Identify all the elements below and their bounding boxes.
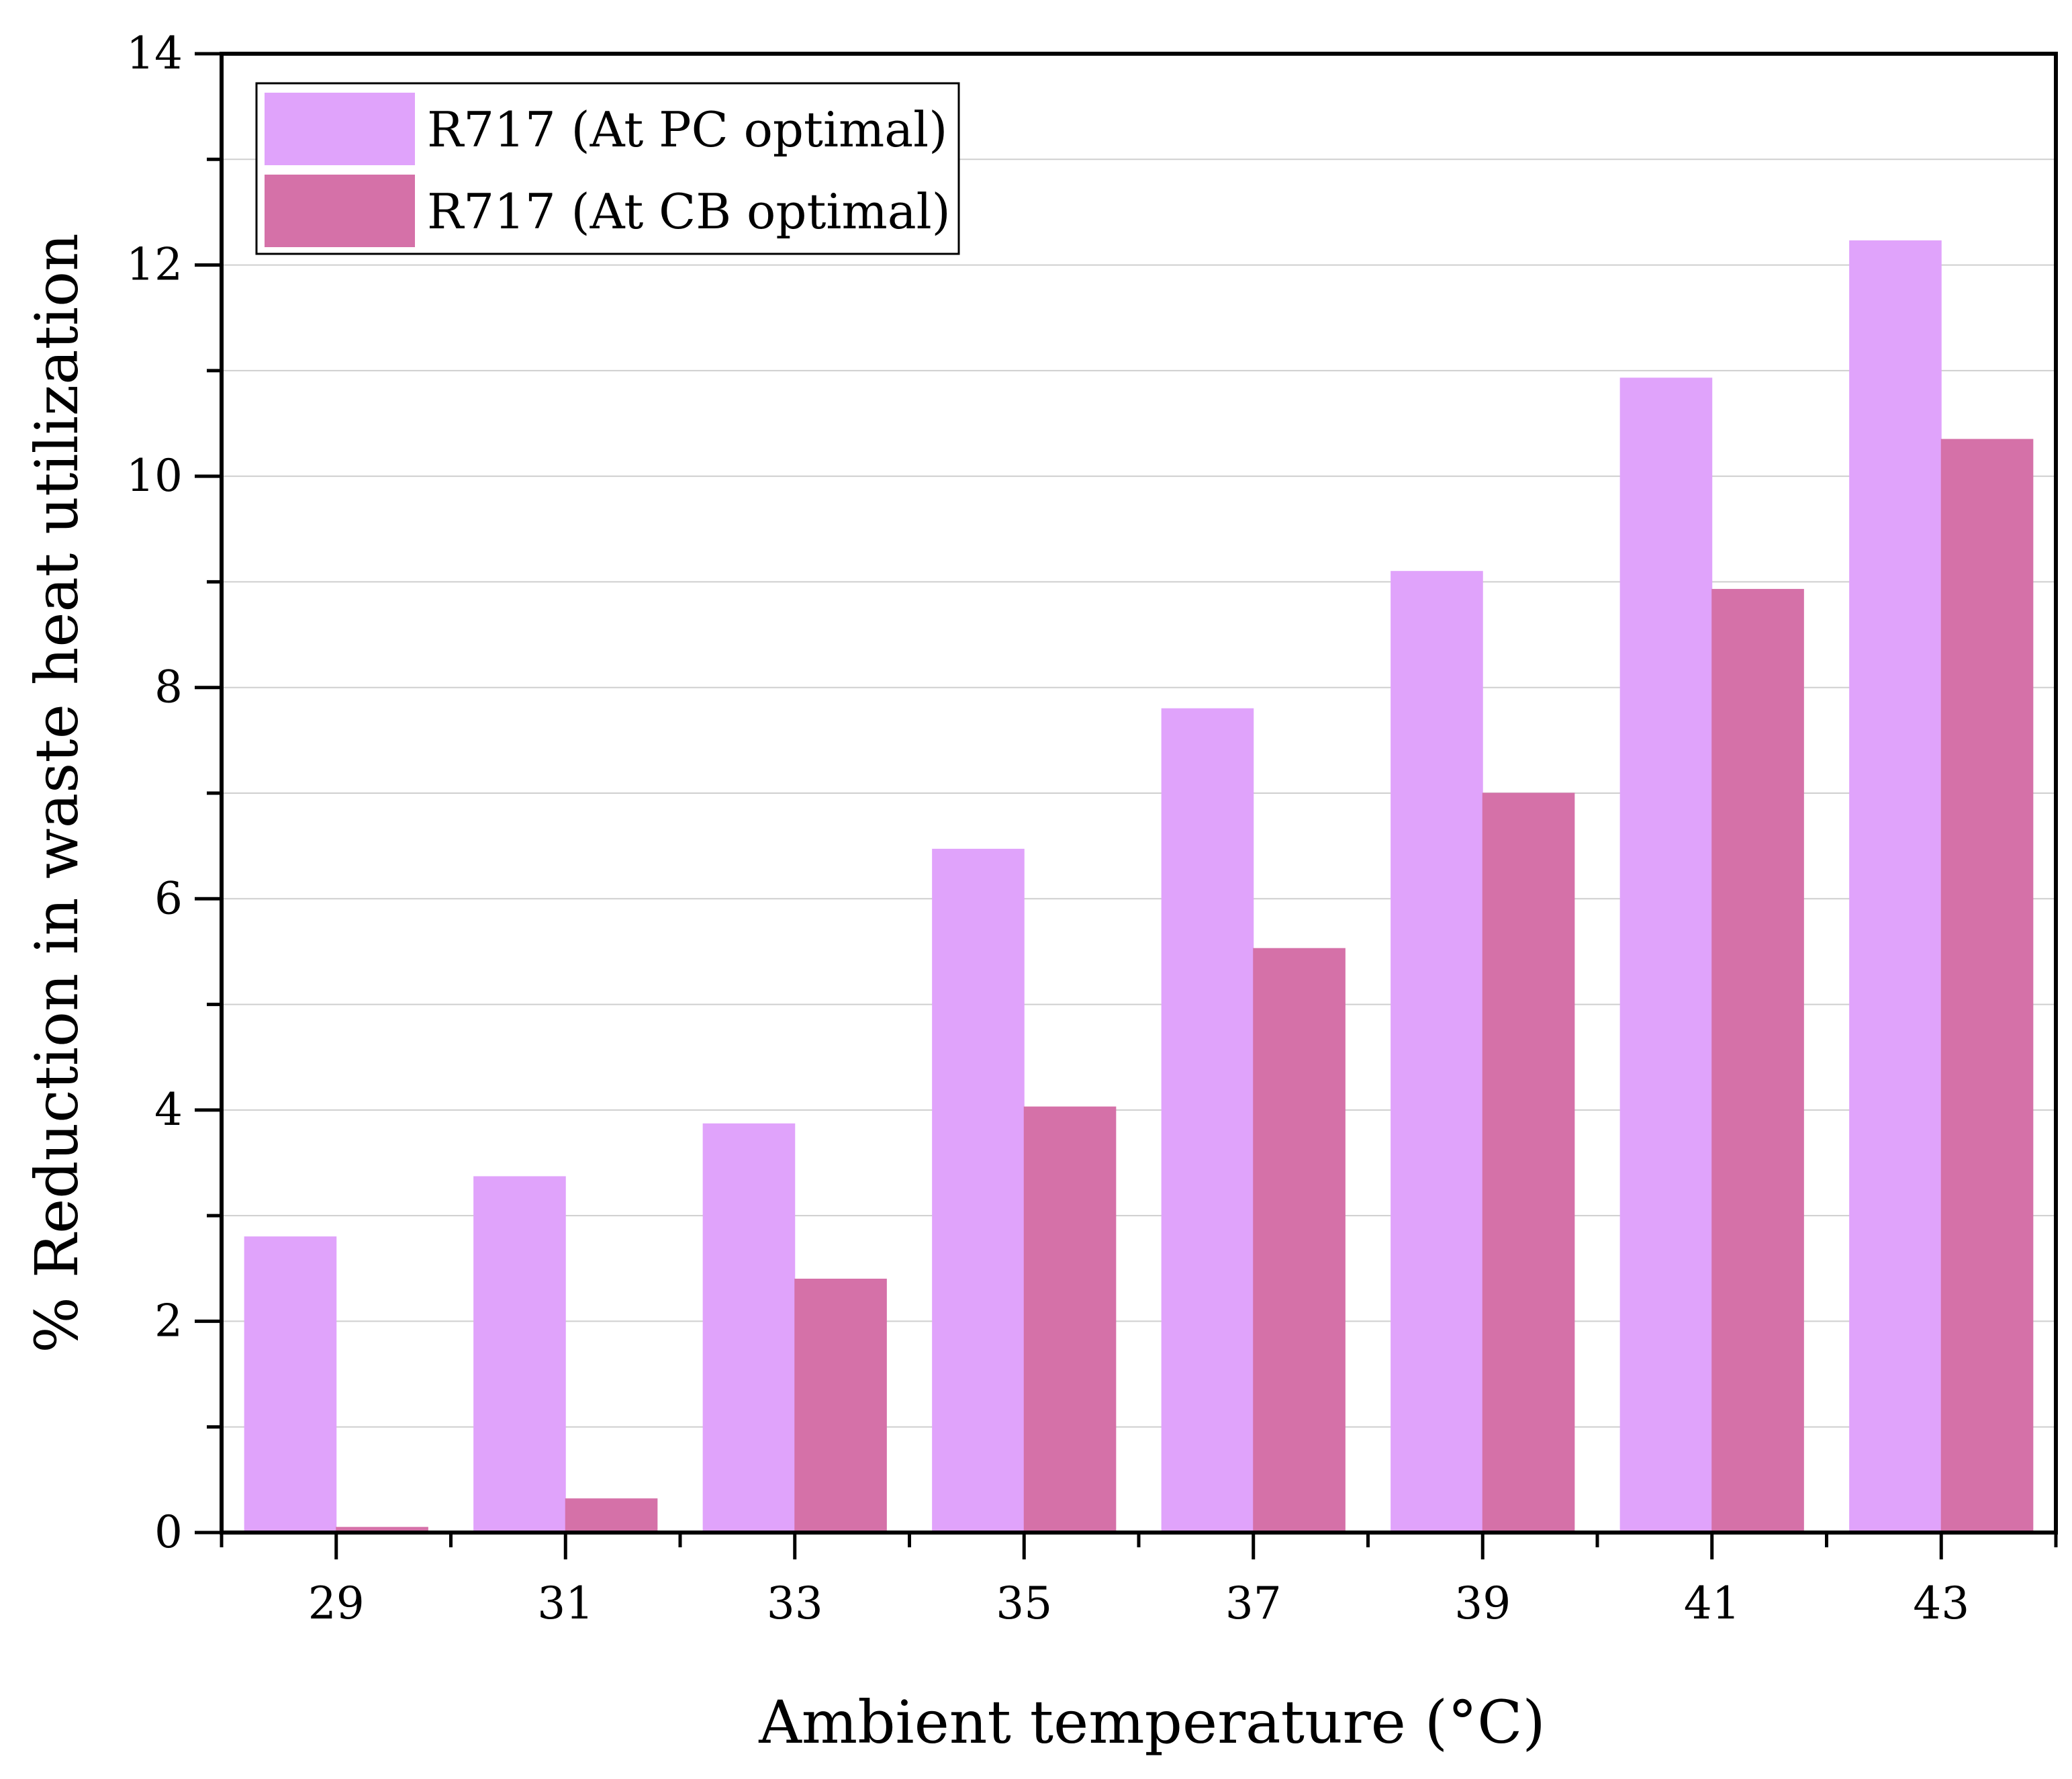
bar-cb-optimal-37 — [1253, 948, 1346, 1533]
legend-swatch — [265, 175, 415, 247]
x-tick-label: 29 — [308, 1578, 365, 1629]
x-tick-label: 37 — [1225, 1578, 1282, 1629]
y-axis-tick-labels: 0 2 4 6 8 10 12 14 — [126, 28, 183, 1558]
bar-pc-optimal-33 — [702, 1123, 796, 1533]
bar-cb-optimal-41 — [1711, 588, 1804, 1533]
y-tick-label: 10 — [126, 450, 183, 502]
y-tick-label: 2 — [154, 1295, 183, 1347]
bar-cb-optimal-43 — [1940, 439, 2034, 1533]
bars — [244, 240, 2034, 1533]
y-tick-label: 0 — [154, 1506, 183, 1558]
bar-pc-optimal-31 — [473, 1176, 566, 1533]
bar-pc-optimal-41 — [1619, 377, 1713, 1533]
x-tick-label: 31 — [537, 1578, 594, 1629]
legend: R717 (At PC optimal) R717 (At CB optimal) — [255, 82, 960, 255]
y-tick-label: 12 — [126, 239, 183, 291]
bar-pc-optimal-37 — [1161, 708, 1254, 1533]
x-tick-label: 43 — [1913, 1578, 1969, 1629]
bar-pc-optimal-39 — [1391, 571, 1483, 1533]
x-tick-label: 39 — [1454, 1578, 1511, 1629]
bar-cb-optimal-33 — [794, 1279, 887, 1533]
bar-pc-optimal-29 — [244, 1236, 337, 1533]
x-tick-label: 41 — [1684, 1578, 1740, 1629]
y-tick-label: 4 — [154, 1084, 183, 1136]
axis-ticks — [195, 52, 2058, 1559]
bar-cb-optimal-39 — [1482, 792, 1575, 1533]
bar-pc-optimal-35 — [932, 848, 1025, 1533]
x-axis-tick-labels: 29 31 33 35 37 39 41 43 — [308, 1578, 1969, 1629]
x-tick-label: 35 — [996, 1578, 1052, 1629]
y-tick-label: 6 — [154, 872, 183, 924]
bar-pc-optimal-43 — [1849, 240, 1942, 1533]
legend-label: R717 (At PC optimal) — [427, 101, 947, 158]
y-tick-label: 8 — [154, 662, 183, 713]
x-tick-label: 33 — [767, 1578, 823, 1629]
bar-cb-optimal-31 — [565, 1498, 658, 1533]
legend-label: R717 (At CB optimal) — [427, 183, 951, 240]
bar-cb-optimal-35 — [1023, 1106, 1117, 1533]
y-axis-title: % Reduction in waste heat utilization — [22, 233, 91, 1353]
x-axis-title: Ambient temperature (°C) — [758, 1688, 1546, 1757]
y-tick-label: 14 — [126, 28, 183, 79]
legend-swatch — [265, 93, 415, 165]
